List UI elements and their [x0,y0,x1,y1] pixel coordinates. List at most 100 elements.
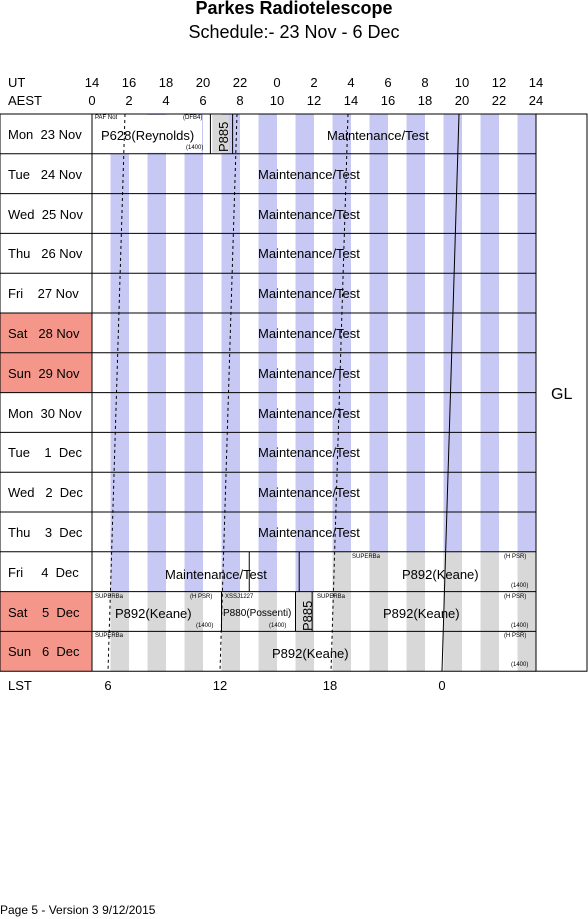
hour-stripe [295,352,314,393]
aest-tick: 20 [454,93,470,108]
aest-tick: 8 [236,93,244,108]
hour-stripe [406,153,425,194]
hour-stripe [258,551,277,592]
hour-stripe [295,472,314,512]
lst-axis-label: LST [8,678,32,693]
hour-stripe [147,631,166,672]
hour-stripe [480,193,499,234]
hour-stripe [184,551,203,592]
lst-tick: 18 [322,678,338,693]
hour-stripe [517,472,536,512]
hour-stripe [369,313,388,353]
hour-stripe [480,153,499,194]
hour-stripe [332,193,351,234]
hour-stripe [221,392,240,433]
hour-stripe [295,233,314,274]
hour-stripe [184,432,203,473]
hour-stripe [443,392,462,433]
hour-stripe [406,313,425,353]
lst-tick: 12 [212,678,228,693]
ut-tick: 18 [158,75,174,90]
day-label: Wed 2 Dec [8,485,83,501]
hour-stripe [258,432,277,473]
weekend-highlight [0,591,92,632]
lst-tick: 0 [438,678,446,693]
hour-stripe [443,193,462,234]
hour-stripe [517,392,536,433]
hour-stripe [443,631,462,672]
hour-stripe [258,631,277,672]
hour-stripe [258,352,277,393]
aest-tick: 16 [380,93,396,108]
hour-stripe [406,472,425,512]
hour-stripe [110,472,129,512]
hour-stripe [147,153,166,194]
aest-tick: 2 [125,93,133,108]
ut-tick: 8 [421,75,429,90]
p885-bg-mon [212,115,229,153]
hour-stripe [406,631,425,672]
superb-label-sat5b: SUPERBa [317,594,346,600]
hour-stripe [480,352,499,393]
hour-stripe [258,512,277,552]
day-label: Thu 3 Dec [8,525,83,540]
hour-stripe [480,432,499,473]
p892-block-sat5b: P892(Keane) [383,606,460,621]
l1400-label-sat5a: (1400) [196,623,214,629]
p628-bg [93,115,202,153]
hour-stripe [147,591,166,632]
footer-version: Page 5 - Version 3 9/12/2015 [0,903,156,917]
hour-stripe [369,352,388,393]
ut-tick: 14 [84,75,100,90]
hour-stripe [184,233,203,274]
ut-tick: 10 [454,75,470,90]
hour-stripe [517,193,536,234]
hour-stripe [369,273,388,313]
hour-stripe [221,273,240,313]
maint-block: Maintenance/Test [258,286,360,302]
hour-stripe [369,193,388,234]
hour-stripe [221,193,240,234]
hpsr-label-sat5b: (H PSR) [504,594,527,600]
hour-stripe [184,512,203,552]
hour-stripe [443,432,462,473]
lst-line-18 [330,113,349,672]
hour-stripe [332,352,351,393]
lst-line-12 [219,113,238,672]
maint-block: Maintenance/Test [258,445,360,461]
l1400-label-p880: (1400) [269,623,287,629]
hour-stripe [184,591,203,632]
ut-tick: 20 [195,75,211,90]
hour-stripe [221,472,240,512]
hour-stripe [110,193,129,234]
hour-stripe [369,472,388,512]
hour-stripe [110,591,129,632]
hour-stripe [517,114,536,154]
weekend-highlight [0,313,92,353]
hour-stripe [295,153,314,194]
lst-line-0 [441,113,460,672]
hour-stripe [480,551,499,592]
p885-block-sat5: P885 [300,600,315,631]
day-label: Mon 23 Nov [8,127,82,142]
hour-stripe [406,392,425,433]
day-label: Tue 24 Nov [8,166,82,182]
hpsr-label-fri4: (H PSR) [504,554,527,560]
hour-stripe [480,631,499,672]
hour-stripe [369,631,388,672]
hour-stripe [147,512,166,552]
hour-stripe [184,392,203,433]
hour-stripe [517,273,536,313]
hour-stripe [369,432,388,473]
weekend-highlight [0,631,92,672]
hour-stripe [295,313,314,353]
hour-stripe [406,193,425,234]
hour-stripe [147,273,166,313]
hour-stripe [480,273,499,313]
hour-stripe [332,631,351,672]
day-label: Tue 1 Dec [8,445,82,461]
hour-stripe [110,551,129,592]
maint-block: Maintenance/Test [258,485,360,501]
hour-stripe [369,551,388,592]
